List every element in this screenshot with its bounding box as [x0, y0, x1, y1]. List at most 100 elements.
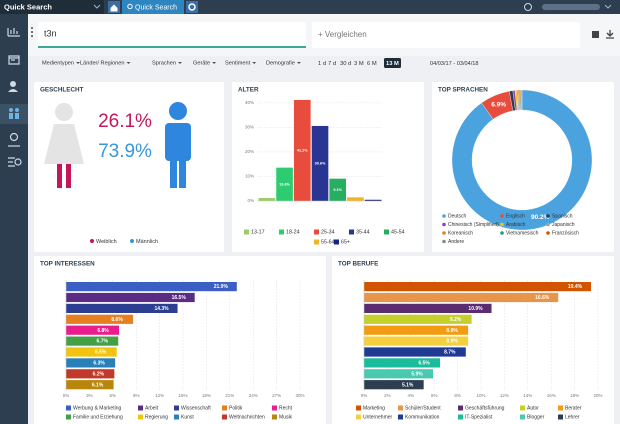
figure-leg — [179, 159, 186, 188]
bar — [347, 197, 364, 201]
bar — [364, 347, 466, 357]
bar — [66, 380, 114, 390]
y-tick-label: 0% — [247, 198, 254, 203]
panel-title: GESCHLECHT — [40, 87, 84, 94]
settings-icon — [188, 3, 196, 11]
legend-label: Unternehmer — [363, 415, 393, 421]
x-tick-label: 8% — [454, 393, 461, 398]
legend-label: Deutsch — [448, 214, 467, 220]
period-button[interactable]: 6 M — [367, 61, 377, 67]
date-range[interactable]: 04/03/17 - 03/04/18 — [430, 61, 479, 67]
figure-dress — [44, 124, 84, 164]
percentage-label: 73.9% — [98, 141, 152, 162]
legend-swatch — [272, 414, 277, 420]
nav-audience[interactable] — [9, 108, 13, 112]
bar — [364, 325, 469, 335]
filter-bar — [28, 56, 620, 72]
female-figure — [44, 103, 84, 188]
nav-search[interactable] — [8, 157, 15, 167]
x-tick-label: 10% — [476, 393, 485, 398]
x-tick-label: 3% — [86, 393, 93, 398]
bar — [66, 314, 134, 324]
legend-label: Französisch — [552, 231, 579, 237]
bar — [364, 369, 434, 379]
x-tick-label: 6% — [431, 393, 438, 398]
bar — [364, 380, 424, 390]
x-tick-label: 12% — [155, 393, 164, 398]
legend-dot — [546, 214, 550, 218]
data-label: 41.2% — [297, 148, 308, 152]
nav-influencer[interactable] — [9, 132, 19, 142]
tab-label[interactable]: Quick Search — [135, 4, 177, 11]
legend-swatch — [279, 229, 284, 235]
data-label: 19.4% — [568, 284, 583, 290]
bar — [66, 292, 195, 303]
x-tick-label: 18% — [570, 393, 579, 398]
legend-label: Politik — [229, 406, 243, 412]
legend-label: Spanisch — [552, 214, 573, 220]
legend-label: Blogger — [527, 415, 545, 421]
filter-dropdown[interactable]: Geräte — [193, 60, 210, 66]
filter-dropdown[interactable]: Sprachen — [152, 60, 176, 66]
search-query[interactable]: t3n — [44, 28, 57, 38]
search-box[interactable] — [38, 22, 306, 48]
legend-swatch — [356, 405, 361, 411]
x-tick-label: 9% — [133, 393, 140, 398]
filter-dropdown[interactable]: Länder/ Regionen — [80, 60, 124, 66]
filter-dropdown[interactable]: Sentiment — [225, 60, 251, 66]
globe-icon[interactable] — [524, 3, 532, 11]
settings-button[interactable] — [186, 1, 198, 13]
legend-swatch — [66, 405, 71, 411]
legend-label: Werbung & Marketing — [73, 406, 121, 412]
period-button[interactable]: 3 M — [354, 61, 364, 67]
bar — [364, 199, 382, 201]
legend-label: Vietnamesisch — [506, 231, 539, 237]
bar — [293, 99, 311, 201]
nav-contacts[interactable] — [10, 81, 16, 87]
nav-contacts-body — [8, 89, 18, 92]
legend-label: 65+ — [341, 240, 350, 246]
data-label: 21.9% — [214, 284, 229, 290]
x-tick-label: 24% — [249, 393, 258, 398]
legend-swatch — [458, 414, 463, 420]
legend-label: Arabisch — [506, 222, 526, 228]
download-icon[interactable] — [606, 30, 614, 39]
active-tab[interactable] — [122, 0, 184, 14]
nav-analytics[interactable] — [7, 28, 20, 37]
dropdown-caret — [177, 62, 182, 64]
filter-dropdown[interactable]: Medientypen — [42, 60, 74, 66]
donut-slice — [451, 89, 593, 231]
nav-news[interactable] — [8, 55, 20, 65]
period-button[interactable]: 30 d — [340, 61, 351, 67]
period-active-bg — [384, 58, 401, 68]
save-icon[interactable] — [592, 31, 599, 38]
legend-dot — [90, 239, 94, 243]
user-name-blurred[interactable] — [542, 4, 600, 10]
compare-box[interactable] — [312, 22, 580, 48]
figure-leg — [57, 164, 62, 188]
data-label: 14.3% — [154, 306, 169, 312]
data-label: 5.9% — [411, 371, 423, 377]
period-button[interactable]: 7 d — [328, 61, 336, 67]
data-label: 5.1% — [402, 382, 414, 388]
data-label: 6.5% — [95, 350, 107, 356]
x-tick-label: 15% — [178, 393, 187, 398]
legend-swatch — [398, 405, 403, 411]
x-tick-label: 20% — [593, 393, 602, 398]
period-button[interactable]: 13 M — [386, 61, 399, 67]
bar — [364, 303, 492, 313]
period-button[interactable]: 1 d — [318, 61, 326, 67]
bar — [364, 314, 472, 324]
legend-swatch — [384, 229, 389, 235]
y-tick-label: 30% — [245, 125, 254, 130]
x-tick-label: 18% — [202, 393, 211, 398]
data-label: 10.9% — [468, 306, 483, 312]
compare-label[interactable]: + Vergleichen — [318, 30, 367, 39]
legend-swatch — [398, 414, 403, 420]
legend-swatch — [272, 405, 277, 411]
filter-dropdown[interactable]: Demografie — [266, 60, 295, 66]
user-menu-icon[interactable] — [604, 4, 612, 9]
chevron-icon[interactable] — [93, 4, 101, 9]
